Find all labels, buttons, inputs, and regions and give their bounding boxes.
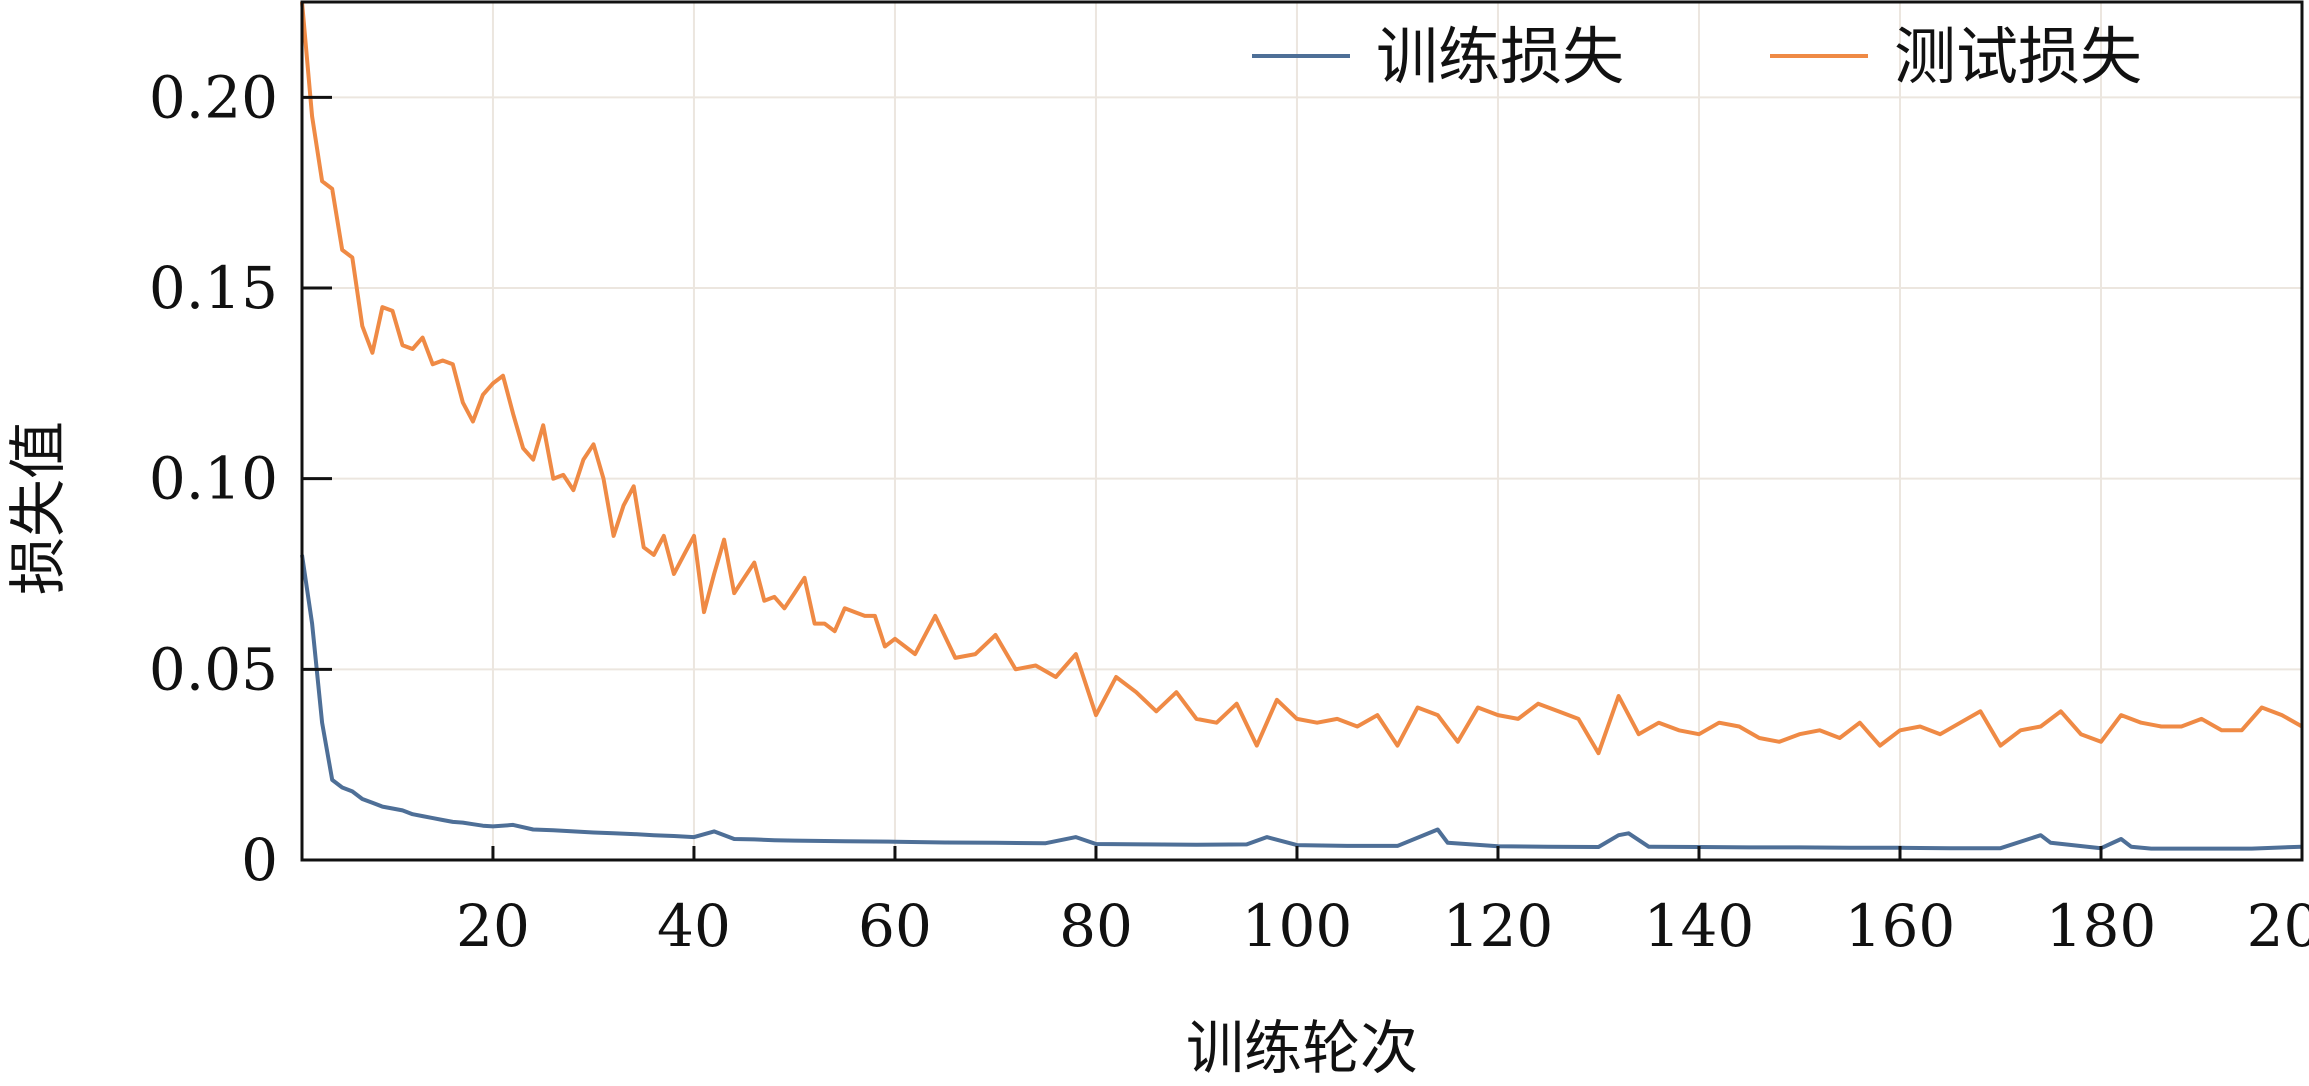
x-tick-label: 200 <box>2247 892 2309 960</box>
x-tick-label: 160 <box>1845 892 1956 960</box>
plot-frame <box>300 0 2304 862</box>
y-tick-label: 0 <box>241 826 278 894</box>
series-lines <box>300 1 2303 851</box>
x-tick-label: 120 <box>1443 892 1554 960</box>
y-tick-label: 0.15 <box>149 254 278 322</box>
x-tick-label: 100 <box>1242 892 1353 960</box>
series-line-0 <box>300 554 2303 851</box>
x-tick-label: 60 <box>858 892 932 960</box>
x-tick-label: 80 <box>1059 892 1133 960</box>
x-tick-label: 140 <box>1644 892 1755 960</box>
x-tick-label: 20 <box>456 892 530 960</box>
y-tick-label: 0.20 <box>149 63 278 131</box>
axis-ticks: 20 40 60 80 100 120 140 160 180 200 0 0.05 0.10 0.15 0… <box>149 63 2309 960</box>
grid <box>302 2 2303 860</box>
y-tick-label: 0.10 <box>149 445 278 513</box>
y-tick-label: 0.05 <box>149 635 278 703</box>
y-axis-label: 损失值 <box>4 421 72 595</box>
x-axis-label: 训练轮次 <box>1186 1014 1418 1082</box>
legend-label-1: 测试损失 <box>1894 20 2142 93</box>
x-tick-label: 40 <box>657 892 731 960</box>
x-tick-label: 180 <box>2046 892 2157 960</box>
legend: 训练损失 测试损失 <box>1252 20 2142 93</box>
legend-label-0: 训练损失 <box>1376 20 1624 93</box>
series-line-1 <box>300 1 2303 756</box>
